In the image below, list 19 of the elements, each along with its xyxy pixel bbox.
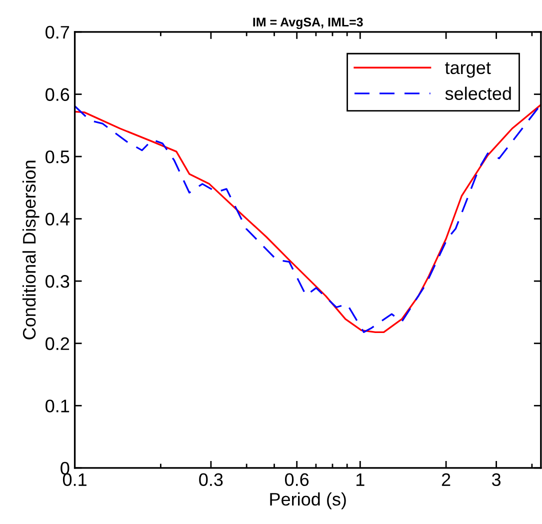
legend-label: target	[445, 62, 491, 78]
y-tick-label: 0.7	[46, 26, 70, 39]
legend-label: selected	[445, 86, 511, 100]
y-tick-label: 0.2	[46, 337, 70, 350]
chart-title: IM = AvgSA, IML=3	[253, 18, 363, 30]
y-tick-label: 0	[60, 462, 70, 475]
y-tick-label: 0.3	[46, 275, 70, 288]
y-axis-title: Conditional Dispersion	[22, 160, 40, 340]
y-tick-label: 0.1	[46, 400, 70, 412]
x-tick-label: 2	[442, 473, 450, 486]
x-tick-label: 3	[492, 473, 501, 486]
x-tick-label: 0.3	[199, 473, 223, 486]
x-tick-label: 1	[356, 473, 364, 486]
y-tick-label: 0.4	[46, 212, 70, 226]
y-tick-label: 0.6	[46, 88, 70, 101]
x-tick-label: 0.1	[62, 473, 86, 486]
x-axis-title: Period (s)	[270, 492, 346, 510]
x-tick-label: 0.6	[285, 473, 309, 486]
y-tick-label: 0.5	[46, 150, 70, 164]
